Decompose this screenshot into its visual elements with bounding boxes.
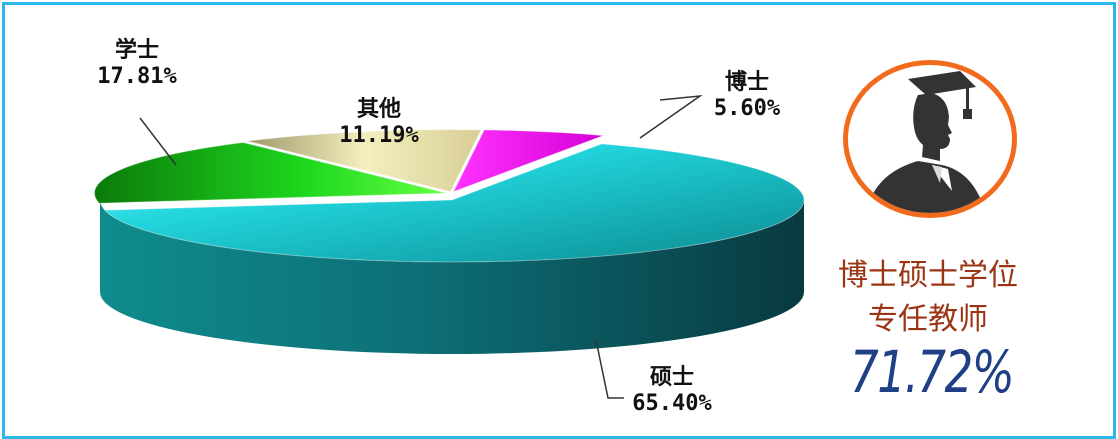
slice-qita	[246, 129, 482, 193]
pie-side-wall	[100, 200, 804, 354]
leader-line	[595, 339, 624, 399]
graduate-badge	[843, 60, 1017, 218]
slice-label-qita: 其他 11.19%	[339, 97, 419, 148]
slice-xueshi	[93, 141, 447, 204]
slice-label-boshi: 博士 5.60%	[713, 70, 781, 121]
caption-line2: 专任教师	[868, 302, 988, 337]
slice-label-shuoshi: 硕士 65.40%	[632, 365, 712, 416]
slice-shuoshi	[103, 143, 805, 263]
leader-line	[139, 117, 177, 166]
graduate-silhouette-icon	[866, 71, 986, 213]
caption-line1: 博士硕士学位	[838, 258, 1018, 293]
leader-line	[639, 94, 703, 139]
slice-boshi	[452, 129, 604, 193]
headline-percent: 71.72%	[850, 338, 1015, 406]
slice-label-xueshi: 学士 17.81%	[97, 38, 177, 89]
